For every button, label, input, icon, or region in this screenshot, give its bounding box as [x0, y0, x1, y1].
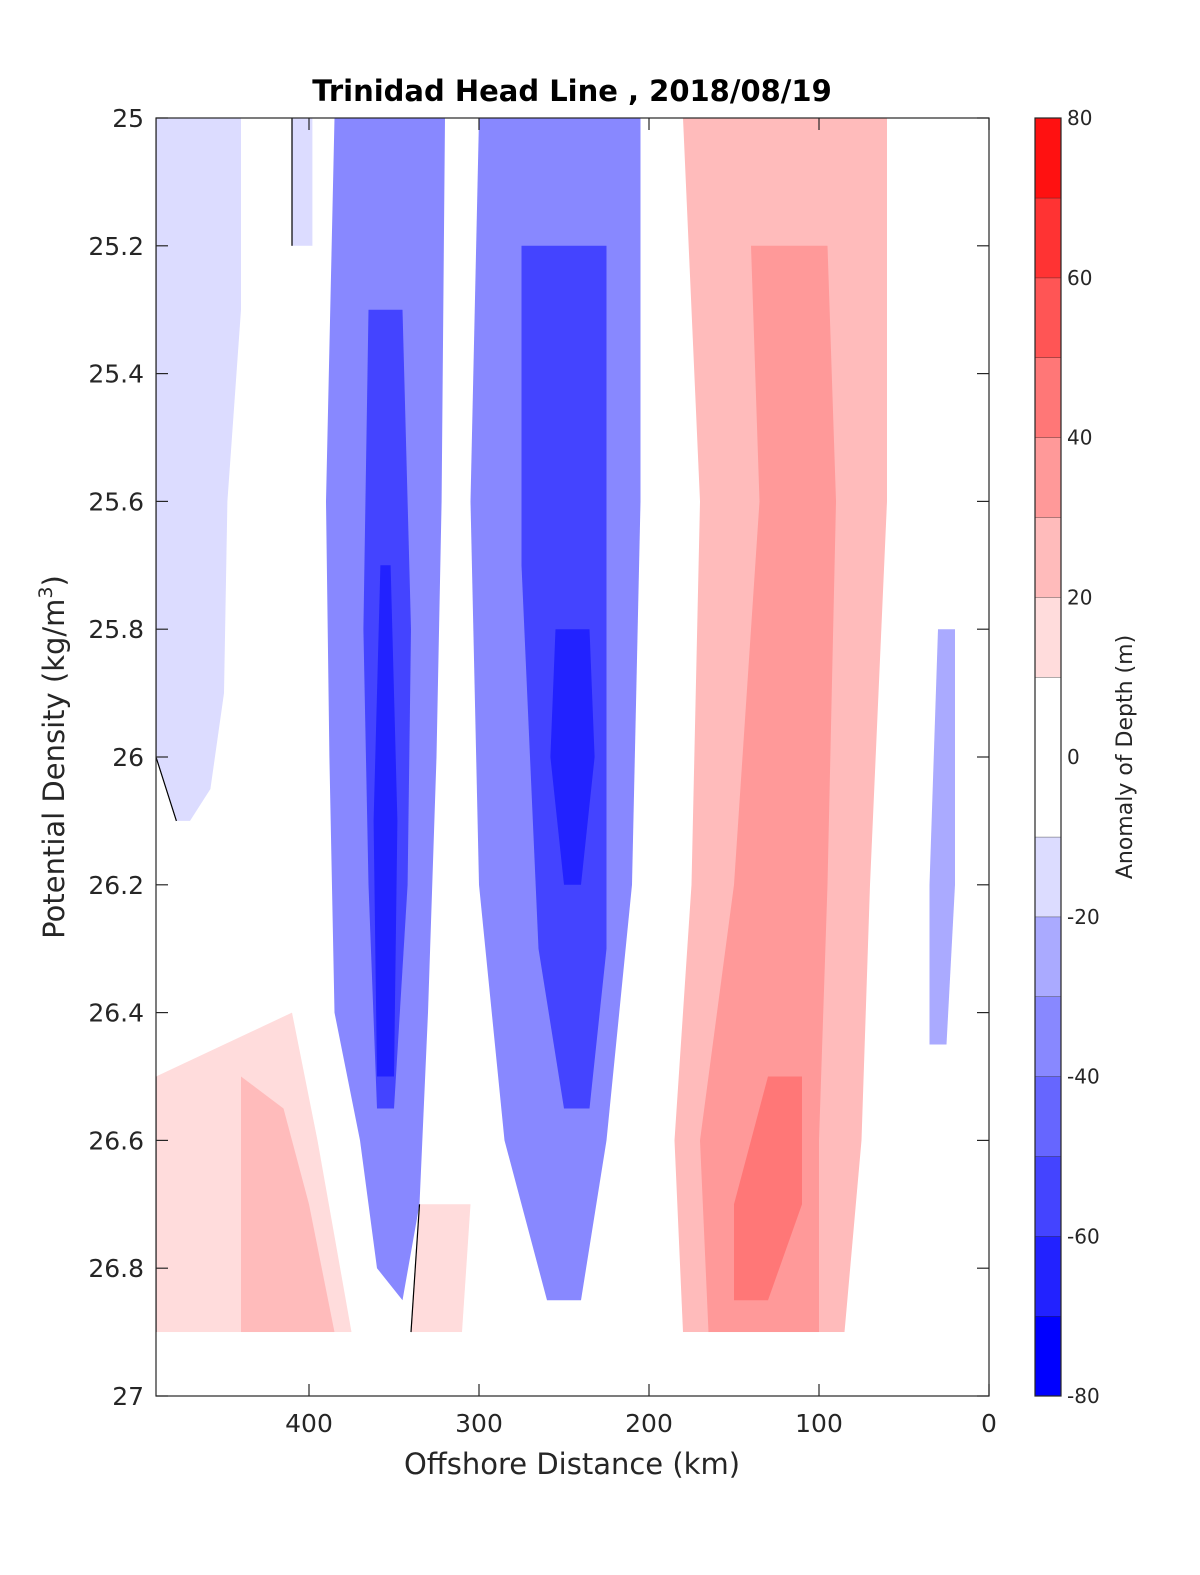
- y-tick-label: 26.2: [88, 871, 144, 900]
- colorbar-tick-label: 20: [1067, 585, 1092, 609]
- x-tick-label: 200: [625, 1409, 673, 1438]
- colorbar-cell: [1035, 597, 1061, 678]
- y-axis-label-close: ): [37, 575, 71, 586]
- y-tick-label: 25.4: [88, 360, 144, 389]
- contour-band-band-120-deep: [734, 1076, 802, 1301]
- contour-band-band-340-deep: [373, 565, 398, 1077]
- contour-band-offshore-weak-negative-2: [292, 118, 313, 246]
- contour-band-nearshore-negative: [929, 629, 955, 1045]
- zero-contour-lines: [156, 118, 421, 1333]
- colorbar-cell: [1035, 437, 1061, 518]
- x-tick-label: 400: [285, 1409, 333, 1438]
- colorbar-cell: [1035, 1316, 1061, 1396]
- colorbar-tick-label: -80: [1067, 1384, 1100, 1408]
- colorbar: -80 -60 -40 -20 0 20 40 60 80: [1034, 106, 1100, 1408]
- chart-title: Trinidad Head Line , 2018/08/19: [312, 74, 832, 108]
- colorbar-cell: [1035, 996, 1061, 1077]
- contour-band-offshore-positive-core: [241, 1076, 335, 1333]
- y-tick-label: 26.8: [88, 1254, 144, 1283]
- colorbar-tick-label: 40: [1067, 426, 1092, 450]
- contour-band-offshore-weak-negative: [156, 118, 241, 821]
- colorbar-cell: [1035, 677, 1061, 837]
- colorbar-tick-label: -20: [1067, 905, 1100, 929]
- contour-line-offshore-weak-negative: [156, 118, 177, 822]
- colorbar-cell: [1035, 277, 1061, 358]
- colorbar-cell: [1035, 916, 1061, 997]
- colorbar-tick-label: 80: [1067, 106, 1092, 130]
- contour-line-band-325-positive: [410, 1204, 421, 1333]
- y-axis-ticks: 25 25.2 25.4 25.6 25.8 26 26.2 26.4 26.6 26.8 27: [88, 104, 989, 1411]
- colorbar-tick-label: -60: [1067, 1224, 1100, 1248]
- contour-band-band-120-core: [700, 245, 836, 1333]
- colorbar-cell: [1035, 1076, 1061, 1157]
- y-axis-label: Potential Density (kg/m3): [35, 575, 71, 939]
- colorbar-cell: [1035, 357, 1061, 438]
- colorbar-tick-label: 60: [1067, 266, 1092, 290]
- y-tick-label: 25.2: [88, 232, 144, 261]
- y-tick-label: 26.6: [88, 1126, 144, 1155]
- colorbar-cell: [1035, 1236, 1061, 1317]
- colorbar-tick-label: 0: [1067, 745, 1080, 769]
- contour-band-band-325-positive: [411, 1204, 471, 1333]
- y-tick-label: 25.8: [88, 615, 144, 644]
- colorbar-cell: [1035, 118, 1061, 198]
- y-axis-label-main: Potential Density (kg/m: [37, 599, 71, 939]
- colorbar-cells: [1035, 117, 1061, 1396]
- x-axis-ticks: 400 300 200 100 0: [285, 118, 997, 1438]
- contour-band-band-250-deep: [550, 629, 595, 885]
- colorbar-ticks: -80 -60 -40 -20 0 20 40 60 80: [1067, 106, 1100, 1408]
- colorbar-cell: [1035, 517, 1061, 598]
- plot-area: 400 300 200 100 0 25 25.2 25.4 25.6 25.8 26 26.2 26…: [88, 104, 997, 1438]
- x-axis-label: Offshore Distance (km): [404, 1447, 740, 1481]
- x-tick-label: 300: [455, 1409, 503, 1438]
- y-tick-label: 25.6: [88, 487, 144, 516]
- colorbar-label: Anomaly of Depth (m): [1113, 635, 1138, 879]
- contour-fills: [156, 118, 989, 1396]
- colorbar-cell: [1035, 197, 1061, 278]
- colorbar-tick-label: -40: [1067, 1065, 1100, 1089]
- y-axis-label-superscript: 3: [35, 586, 57, 598]
- x-tick-label: 100: [795, 1409, 843, 1438]
- colorbar-frame: [1034, 117, 1062, 1397]
- colorbar-cell: [1035, 836, 1061, 917]
- y-tick-label: 25: [112, 104, 144, 133]
- y-tick-label: 27: [112, 1382, 144, 1411]
- colorbar-cell: [1035, 1156, 1061, 1237]
- x-tick-label: 0: [981, 1409, 997, 1438]
- y-tick-label: 26: [112, 743, 144, 772]
- y-tick-label: 26.4: [88, 999, 144, 1028]
- no-data-region: [156, 1332, 989, 1396]
